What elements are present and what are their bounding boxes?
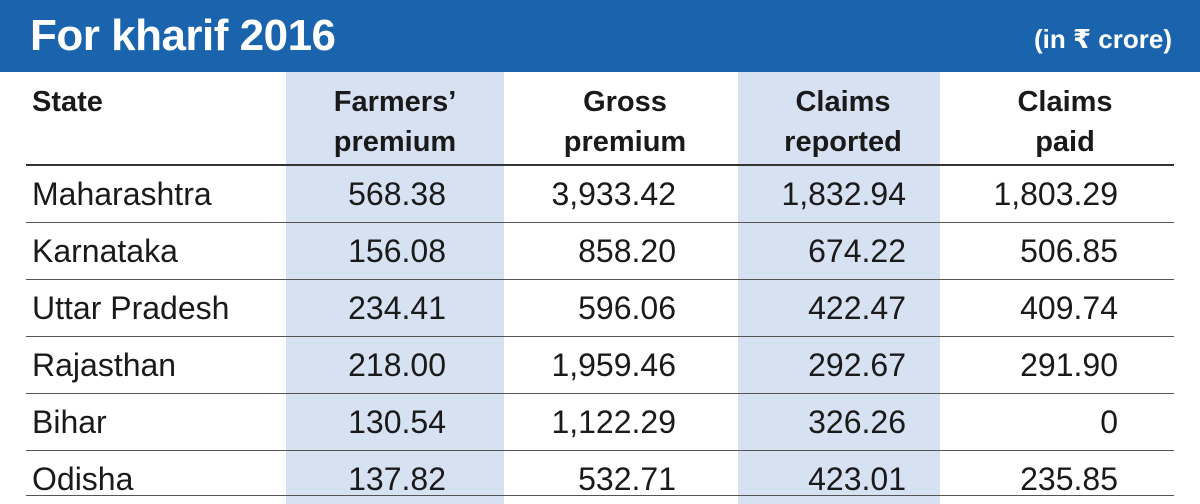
column-band-farmers-premium — [286, 72, 504, 504]
cell-gross-premium: 1,122.29 — [551, 404, 676, 440]
cell-state: Rajasthan — [32, 347, 177, 383]
cell-farmers-premium: 218.00 — [348, 347, 446, 383]
column-header-farmers-premium: Farmers’ premium — [300, 82, 490, 162]
cell-farmers-premium: 137.82 — [348, 461, 446, 497]
table-row: Karnataka 156.08 858.20 674.22 506.85 — [0, 223, 1200, 279]
title-bar: For kharif 2016 (in ₹ crore) — [0, 0, 1200, 72]
cell-claims-paid: 409.74 — [1020, 290, 1118, 326]
cell-claims-reported: 674.22 — [808, 233, 906, 269]
table-header-row: State Farmers’ premium Gross premium Cla… — [0, 72, 1200, 164]
column-header-state: State — [32, 82, 232, 122]
cell-gross-premium: 1,959.46 — [551, 347, 676, 383]
cell-state: Karnataka — [32, 233, 178, 269]
cell-farmers-premium: 130.54 — [348, 404, 446, 440]
cell-gross-premium: 858.20 — [578, 233, 676, 269]
cell-farmers-premium: 234.41 — [348, 290, 446, 326]
cell-gross-premium: 596.06 — [578, 290, 676, 326]
cell-state: Maharashtra — [32, 176, 212, 212]
table-bottom-rule — [26, 495, 1174, 496]
cell-claims-paid: 506.85 — [1020, 233, 1118, 269]
table-title: For kharif 2016 — [30, 11, 336, 60]
column-header-claims-reported: Claims reported — [748, 82, 938, 162]
cell-farmers-premium: 568.38 — [348, 176, 446, 212]
column-header-line: Farmers’ — [333, 86, 457, 118]
cell-state: Odisha — [32, 461, 134, 497]
column-header-line: State — [32, 86, 103, 118]
header-divider — [26, 164, 1174, 166]
cell-claims-reported: 292.67 — [808, 347, 906, 383]
cell-gross-premium: 532.71 — [578, 461, 676, 497]
column-header-line: premium — [563, 126, 687, 158]
cell-claims-reported: 1,832.94 — [781, 176, 906, 212]
column-header-line: Gross — [583, 86, 667, 118]
column-header-line: Claims — [1017, 86, 1113, 118]
row-divider — [26, 336, 1174, 337]
cell-gross-premium: 3,933.42 — [551, 176, 676, 212]
row-divider — [26, 222, 1174, 223]
column-band-claims-reported — [738, 72, 940, 504]
table-row: Maharashtra 568.38 3,933.42 1,832.94 1,8… — [0, 166, 1200, 222]
column-header-line: reported — [784, 126, 902, 158]
row-divider — [26, 450, 1174, 451]
unit-label: (in ₹ crore) — [1034, 23, 1172, 54]
cell-claims-paid: 1,803.29 — [993, 176, 1118, 212]
cell-claims-reported: 422.47 — [808, 290, 906, 326]
table-row: Bihar 130.54 1,122.29 326.26 0 — [0, 394, 1200, 450]
cell-farmers-premium: 156.08 — [348, 233, 446, 269]
cell-state: Uttar Pradesh — [32, 290, 230, 326]
cell-claims-reported: 326.26 — [808, 404, 906, 440]
data-table: State Farmers’ premium Gross premium Cla… — [0, 72, 1200, 504]
table-row: Rajasthan 218.00 1,959.46 292.67 291.90 — [0, 337, 1200, 393]
table-row: Uttar Pradesh 234.41 596.06 422.47 409.7… — [0, 280, 1200, 336]
cell-claims-reported: 423.01 — [808, 461, 906, 497]
column-header-line: premium — [333, 126, 457, 158]
cell-claims-paid: 291.90 — [1020, 347, 1118, 383]
cell-state: Bihar — [32, 404, 107, 440]
cell-claims-paid: 0 — [1100, 404, 1118, 440]
column-header-claims-paid: Claims paid — [970, 82, 1160, 162]
row-divider — [26, 279, 1174, 280]
cell-claims-paid: 235.85 — [1020, 461, 1118, 497]
column-header-line: paid — [1035, 126, 1095, 158]
column-header-line: Claims — [795, 86, 891, 118]
table-row: Odisha 137.82 532.71 423.01 235.85 — [0, 451, 1200, 504]
column-header-gross-premium: Gross premium — [530, 82, 720, 162]
row-divider — [26, 393, 1174, 394]
